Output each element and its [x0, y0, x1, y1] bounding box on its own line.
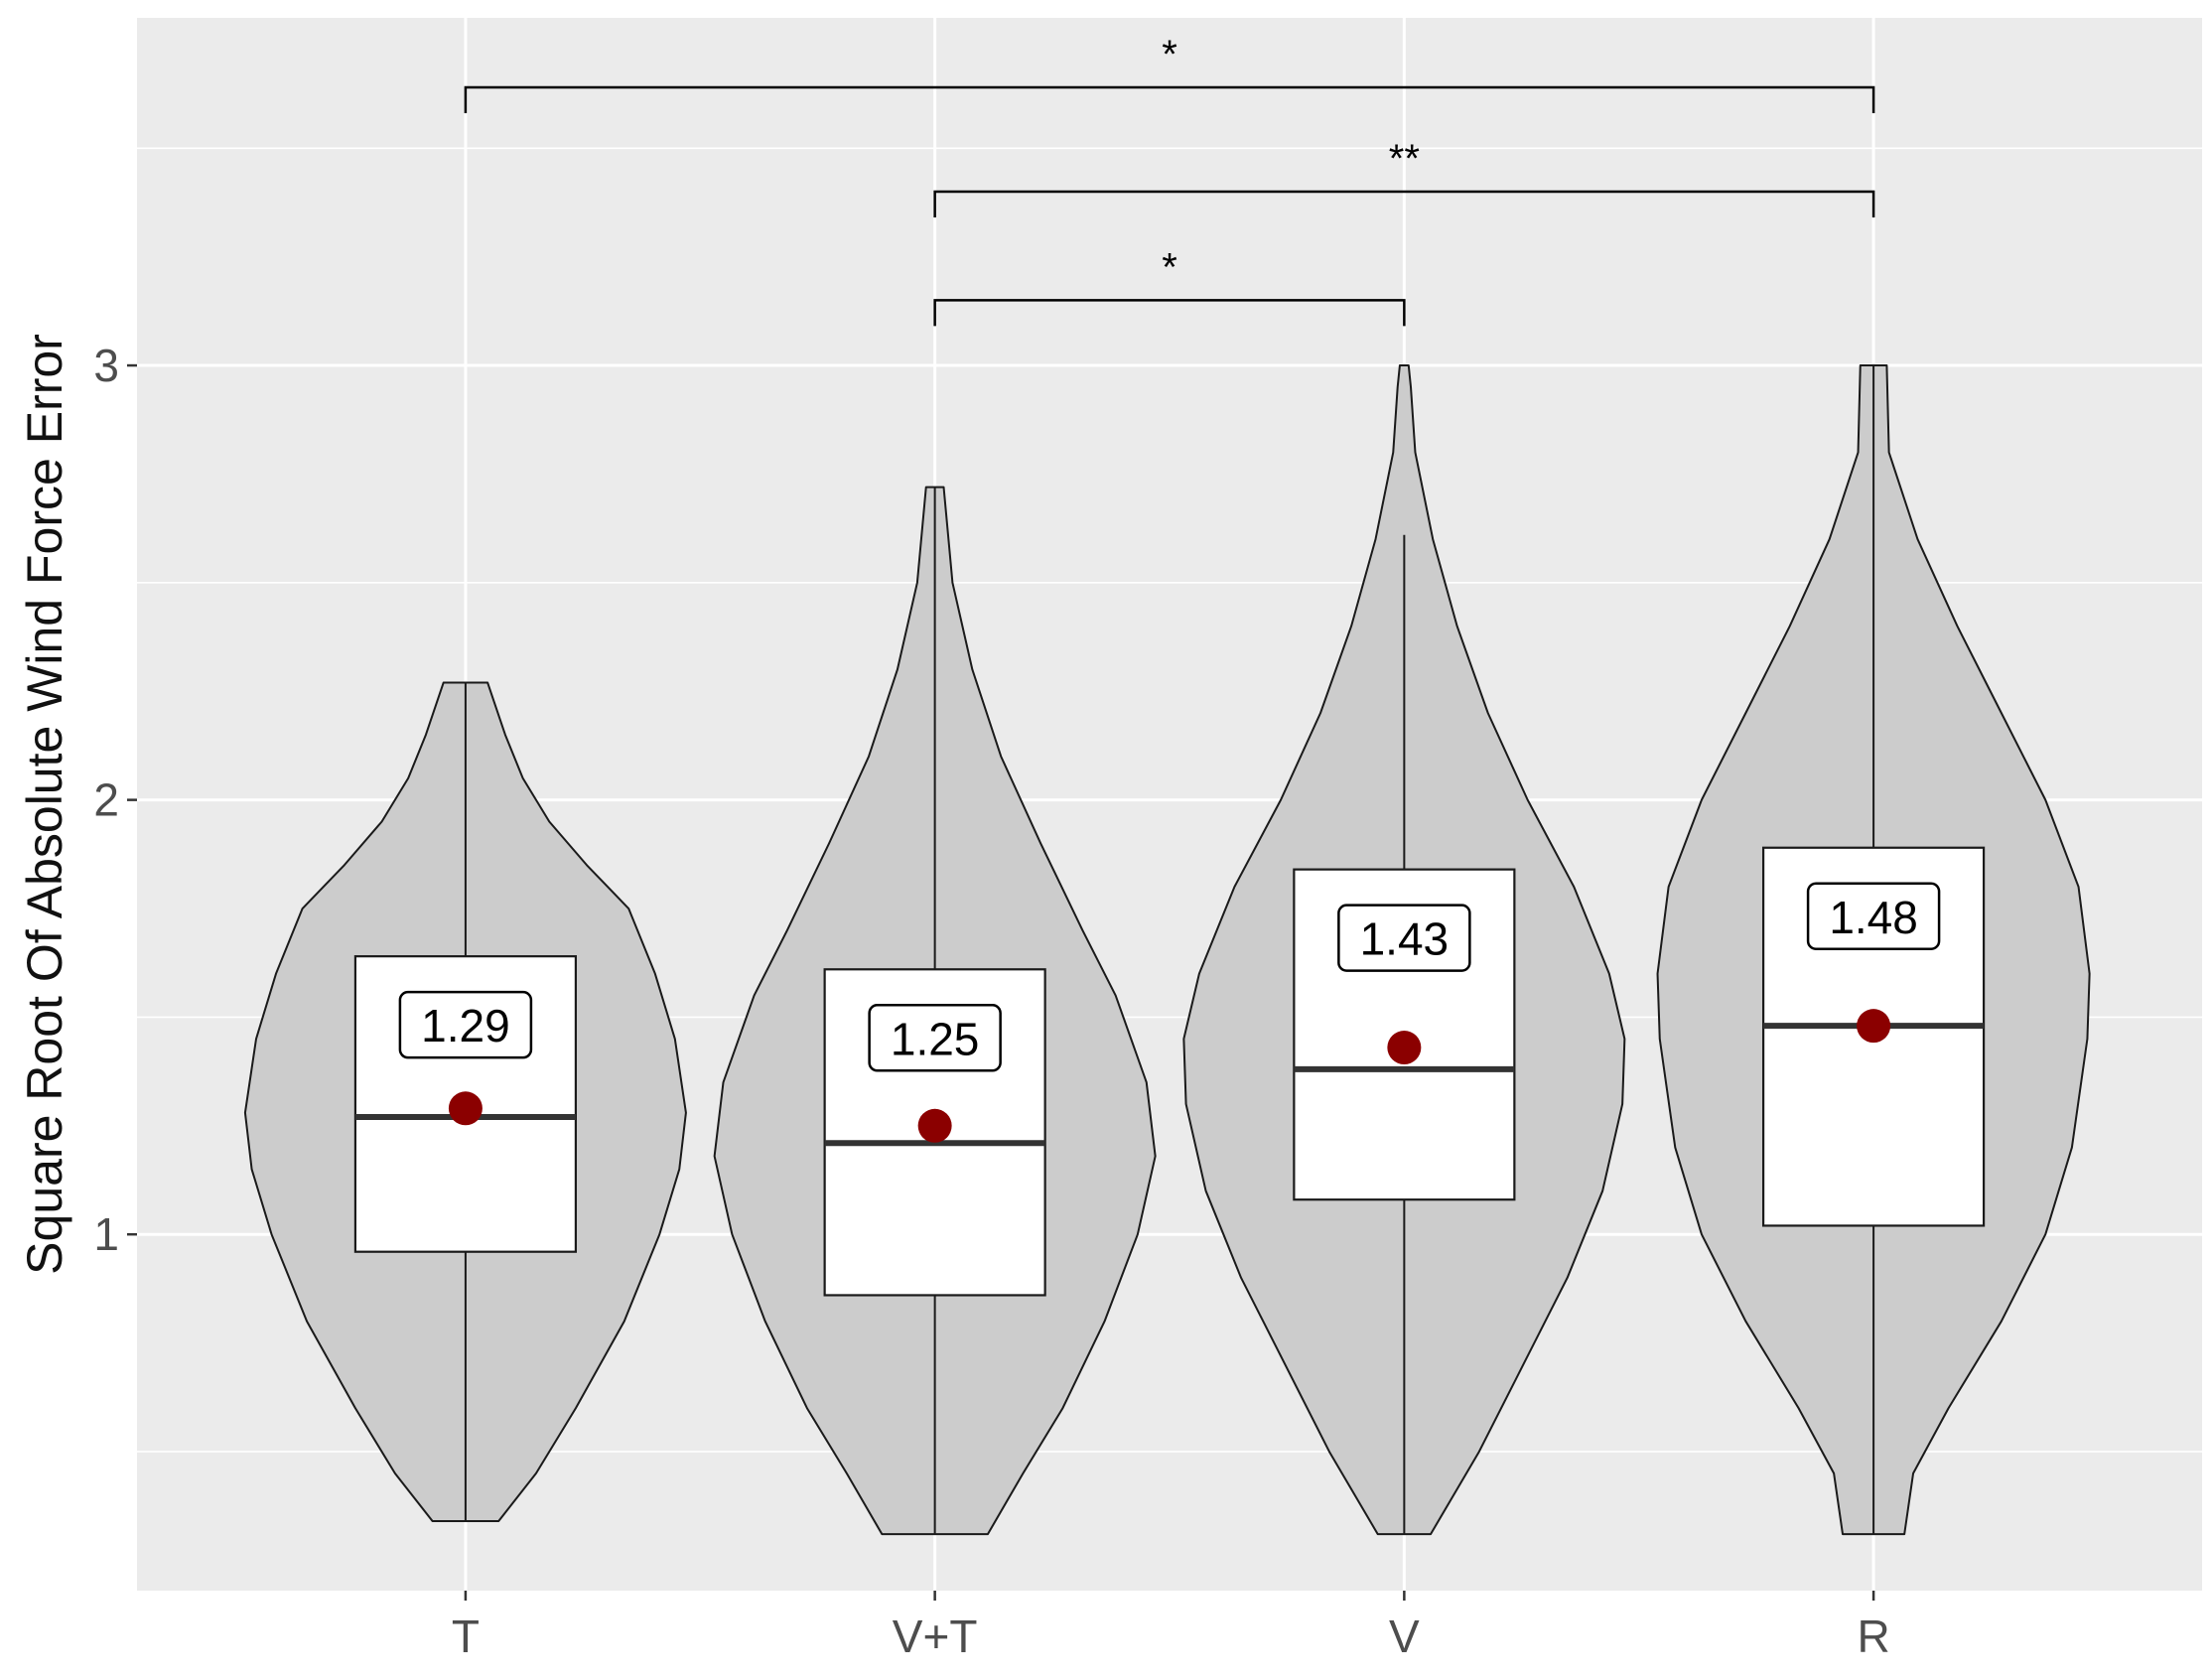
significance-bracket: *	[464, 33, 1875, 114]
x-tick-label: V+T	[893, 1610, 978, 1662]
mean-label: 1.29	[421, 1000, 510, 1051]
significance-label: *	[1162, 245, 1177, 289]
mean-point	[1857, 1009, 1891, 1044]
y-axis: 1 2 3	[93, 340, 137, 1260]
significance-bracket: **	[933, 137, 1875, 218]
violin-group-T: 1.29	[243, 681, 687, 1522]
mean-label-box	[868, 1004, 1002, 1072]
violin-group-V+T: 1.25	[713, 486, 1157, 1536]
bracket-line	[933, 299, 1406, 327]
mean-label-box	[398, 990, 533, 1059]
y-tick-label: 2	[93, 774, 119, 826]
significance-label: *	[1162, 33, 1177, 76]
mean-point	[917, 1108, 952, 1143]
mean-label-box	[1337, 904, 1471, 972]
violins: 1.29 1.25 1.43 1.48	[243, 364, 2091, 1536]
x-axis: T V+T V R	[452, 1591, 1890, 1662]
x-tick-label: R	[1857, 1610, 1889, 1662]
mean-label: 1.43	[1360, 913, 1450, 965]
y-tick-label: 3	[93, 340, 119, 391]
mean-point	[448, 1091, 483, 1126]
bracket-line	[933, 190, 1875, 218]
significance-bracket: *	[933, 245, 1406, 327]
significance-brackets: ****	[464, 33, 1875, 327]
mean-label: 1.48	[1829, 892, 1918, 943]
mean-point	[1387, 1031, 1422, 1065]
violin-group-R: 1.48	[1656, 364, 2091, 1536]
violin-group-V: 1.43	[1182, 364, 1626, 1536]
mean-label: 1.25	[891, 1013, 980, 1064]
x-tick-label: V	[1389, 1610, 1420, 1662]
y-axis-label: Square Root Of Absolute Wind Force Error	[17, 334, 72, 1275]
y-tick-label: 1	[93, 1208, 119, 1260]
bracket-line	[464, 85, 1875, 114]
significance-label: **	[1389, 137, 1420, 181]
x-tick-label: T	[452, 1610, 480, 1662]
mean-label-box	[1806, 882, 1941, 951]
